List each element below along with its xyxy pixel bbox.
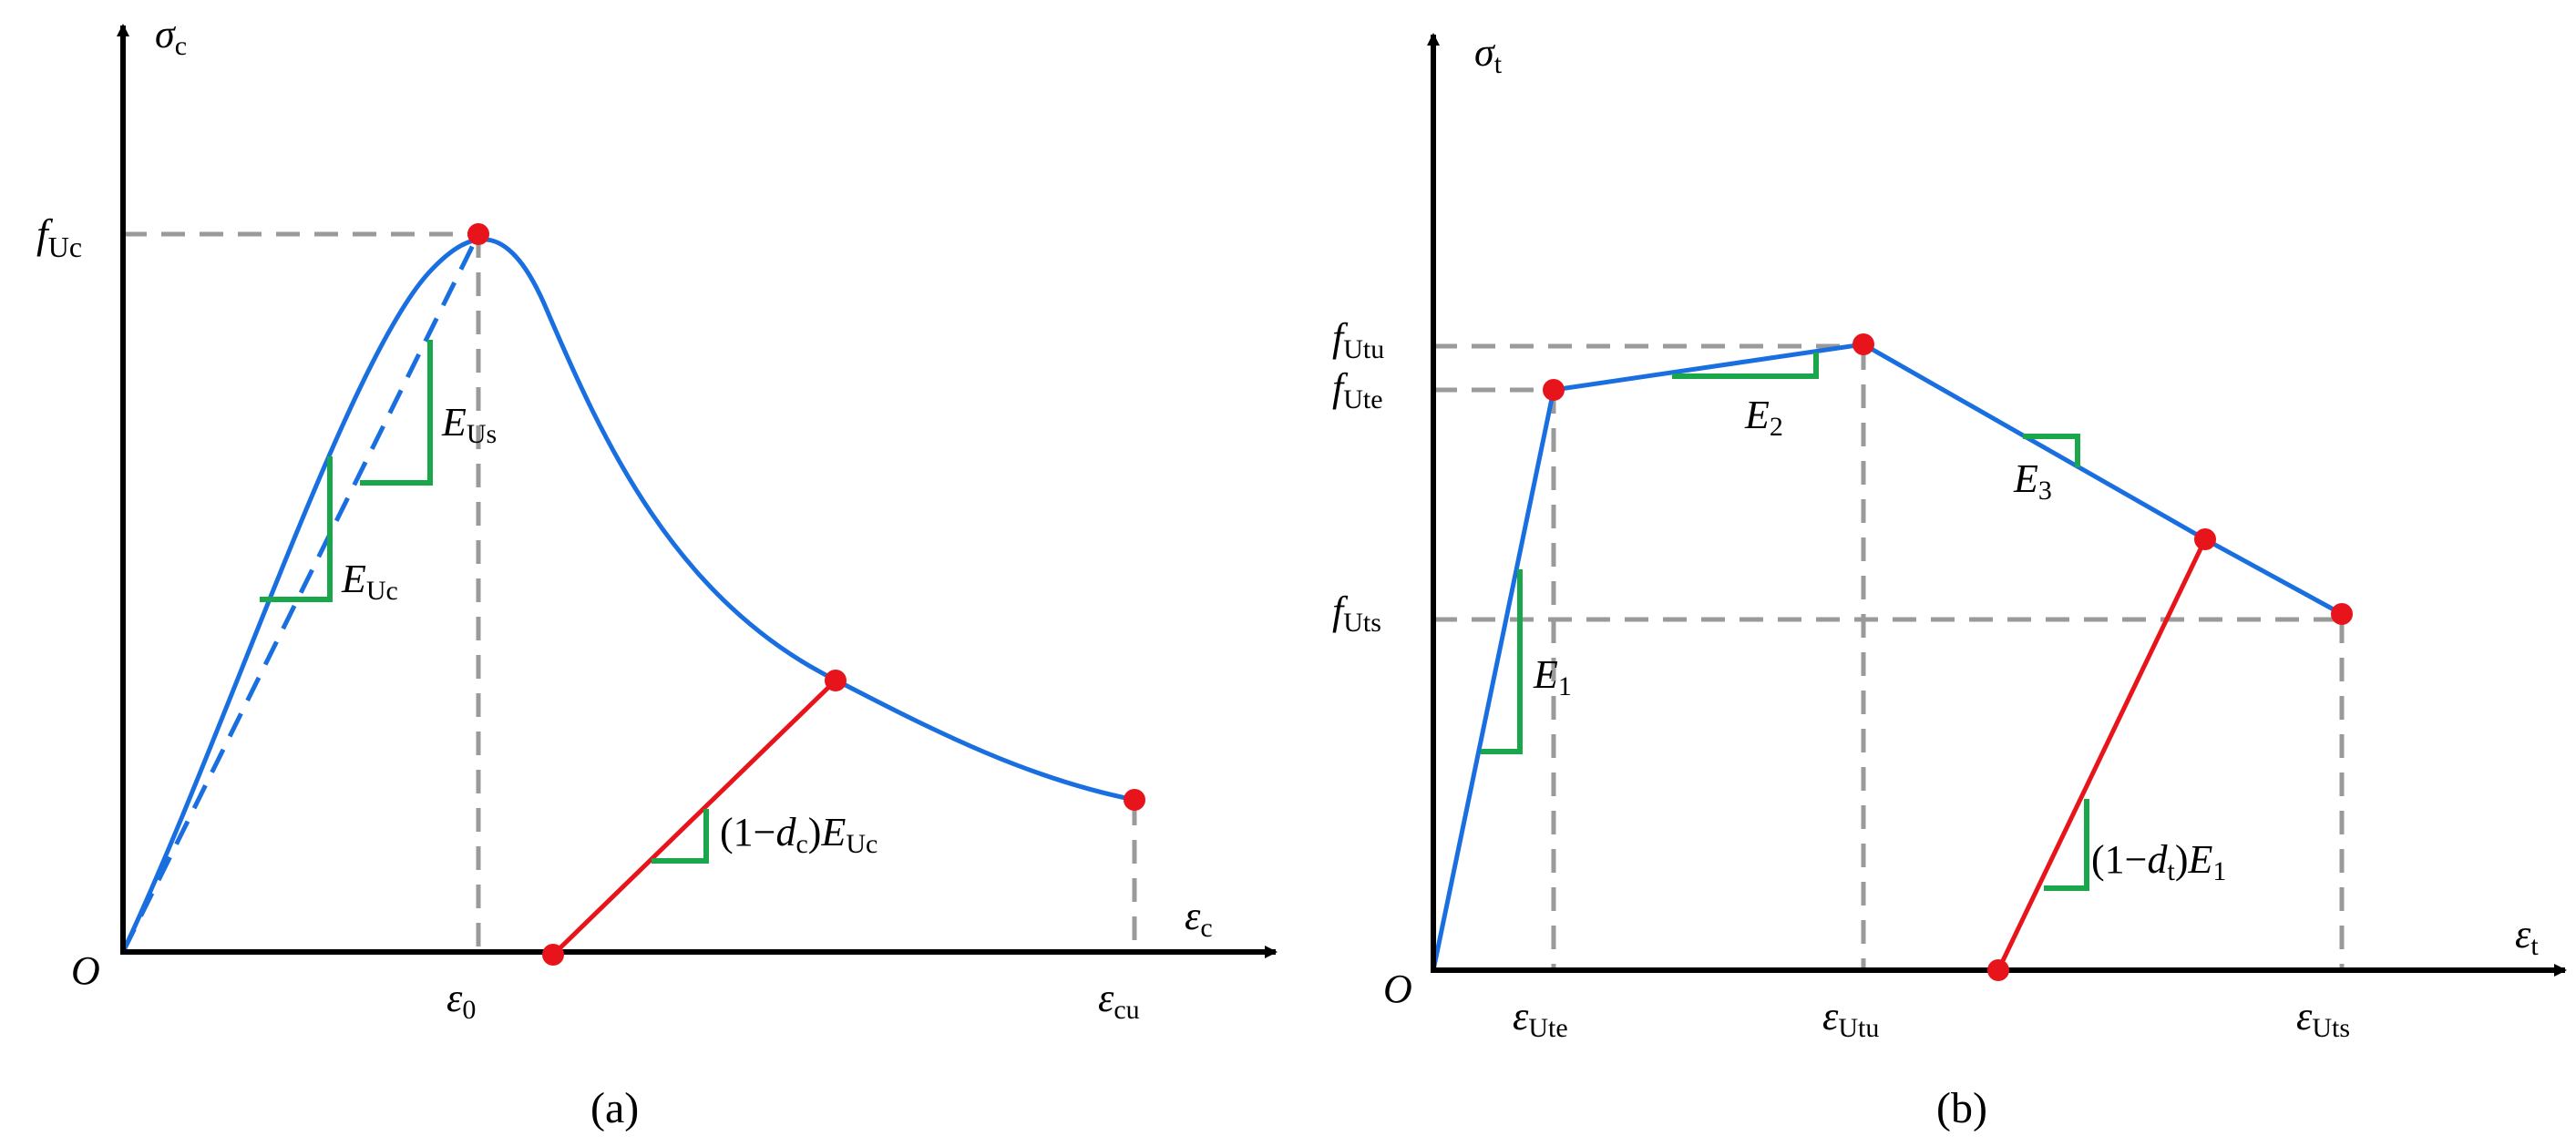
panel-b: σt εt O fUtu fUte fUts εUte εUtu εUts E1…	[1332, 30, 2567, 1132]
panel-a-slopes	[260, 340, 709, 864]
point-unload-start-b	[2194, 528, 2216, 550]
slope-triangle-e3	[2023, 434, 2080, 467]
compression-curve	[120, 237, 1135, 954]
panel-a-guides	[123, 231, 1137, 952]
label-eps0: ε0	[446, 976, 476, 1025]
unloading-line-a	[551, 679, 837, 957]
label-e1: E1	[1533, 652, 1572, 701]
slope-triangle-e-us	[360, 340, 433, 486]
label-e-us: EUs	[441, 400, 497, 449]
label-f-uc: fUc	[36, 210, 82, 263]
slope-triangle-unload-a	[652, 809, 709, 864]
peak-point-a	[467, 223, 489, 245]
label-sigma-c: σc	[155, 12, 187, 61]
slope-triangle-e-uc	[260, 456, 333, 602]
caption-b: (b)	[1936, 1084, 1987, 1132]
label-eps-uts: εUts	[2296, 994, 2350, 1043]
slope-triangle-e2	[1672, 353, 1819, 379]
label-unload-a: (1−dc)EUc	[720, 810, 877, 859]
slope-triangle-e1	[1481, 569, 1523, 754]
label-eps-t: εt	[2515, 912, 2539, 961]
slope-triangle-unload-b	[2044, 799, 2089, 891]
residual-point-a	[542, 944, 564, 966]
initial-modulus-line	[120, 232, 481, 954]
label-unload-b: (1−dt)E1	[2091, 837, 2226, 886]
label-e3: E3	[2013, 456, 2052, 506]
label-f-utu: fUtu	[1332, 315, 1384, 364]
caption-a: (a)	[590, 1084, 639, 1132]
label-eps-utu: εUtu	[1822, 994, 1879, 1043]
panel-b-points	[1543, 333, 2353, 981]
panel-a-points	[467, 223, 1145, 966]
label-eps-c: εc	[1185, 894, 1213, 943]
panel-a: σc εc O fUc ε0 εcu EUs EUc (1−dc)EUc (a)	[36, 12, 1278, 1132]
point-uts	[2331, 603, 2353, 625]
panel-b-guides	[1433, 343, 2345, 970]
point-residual-b	[1987, 959, 2009, 981]
label-origin-b: O	[1383, 967, 1412, 1011]
panel-b-slopes	[1481, 353, 2089, 891]
label-e-uc: EUc	[341, 557, 398, 606]
point-ute	[1543, 379, 1565, 401]
label-f-uts: fUts	[1332, 588, 1381, 638]
label-eps-ute: εUte	[1513, 994, 1568, 1043]
point-utu	[1852, 333, 1874, 355]
label-sigma-t: σt	[1474, 30, 1503, 79]
label-eps-cu: εcu	[1098, 976, 1140, 1025]
label-e2: E2	[1744, 393, 1783, 442]
ultimate-point-a	[1124, 789, 1145, 811]
label-origin-a: O	[71, 948, 100, 993]
label-f-ute: fUte	[1332, 365, 1383, 414]
unloading-line-b	[1996, 537, 2208, 972]
unload-start-point-a	[825, 670, 847, 691]
